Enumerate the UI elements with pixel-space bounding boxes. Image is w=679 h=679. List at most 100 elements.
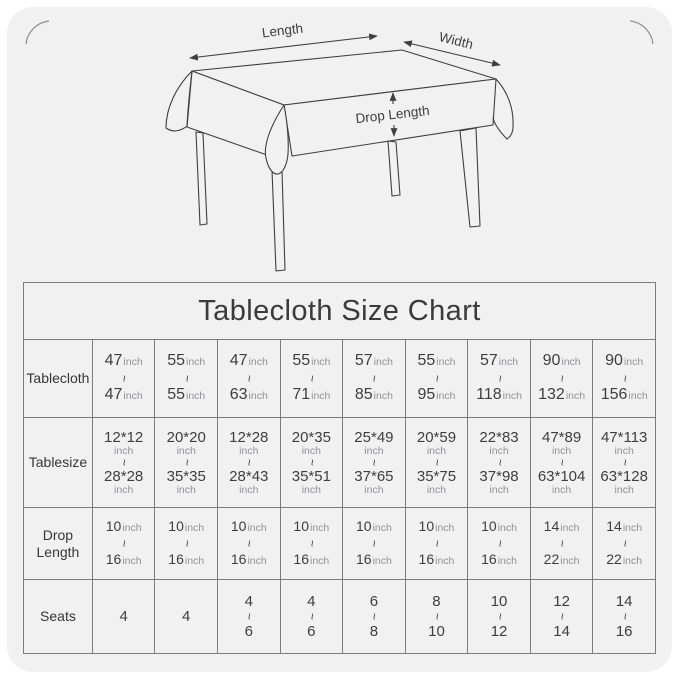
- size-cell: 14inch ~22inch: [592, 507, 656, 580]
- size-value-line: 4: [156, 608, 217, 625]
- range-separator: ~: [429, 374, 444, 383]
- size-cell: 55inch ~71inch: [279, 339, 344, 418]
- unit-label: inch: [622, 555, 643, 567]
- unit-label: inch: [622, 522, 643, 534]
- unit-label: inch: [426, 484, 447, 496]
- size-cell: 90inch ~132inch: [529, 339, 594, 418]
- unit-label: inch: [247, 522, 267, 534]
- size-value: 22: [543, 551, 560, 567]
- size-value-line: 55inch: [156, 351, 217, 372]
- size-value-line: 156inch: [594, 385, 655, 406]
- size-value: 16: [418, 551, 435, 567]
- size-value-line: 10inch: [218, 517, 279, 537]
- size-value-line: 47inch: [93, 351, 154, 372]
- corner-arc-right-icon: [629, 20, 654, 45]
- size-value-line: 55inch: [156, 385, 217, 406]
- size-value-line: 16inch: [93, 550, 154, 570]
- unit-label: inch: [114, 484, 134, 496]
- corner-arc-left-icon: [25, 20, 50, 45]
- size-value-line: 6: [281, 623, 342, 640]
- size-cell: 20*20 inch ~35*35 inch: [154, 417, 218, 508]
- size-cell: 10inch ~16inch: [154, 507, 218, 580]
- unit-label: inch: [185, 390, 206, 402]
- size-value: 6: [244, 623, 253, 640]
- range-separator: ~: [555, 539, 570, 548]
- unit-label: inch: [248, 390, 268, 402]
- unit-label: inch: [248, 356, 268, 368]
- size-value-line: 10: [469, 593, 530, 610]
- range-separator: ~: [304, 374, 319, 383]
- size-value: 90: [542, 352, 561, 369]
- size-value: 25*49: [354, 429, 394, 446]
- size-value: 10: [293, 518, 309, 534]
- size-value-line: 47*89: [531, 430, 592, 446]
- size-value: 16: [355, 551, 372, 567]
- size-value: 16: [293, 551, 309, 567]
- size-cell: 55inch ~95inch: [404, 339, 469, 418]
- size-value: 63: [229, 386, 248, 403]
- size-cell: 10 ~12: [467, 579, 531, 654]
- table-leg: [195, 131, 208, 226]
- range-separator: ~: [617, 374, 632, 383]
- size-value-line: 16inch: [406, 550, 467, 570]
- size-value-line: 35*75: [406, 468, 467, 485]
- range-separator: ~: [429, 612, 444, 621]
- size-value-line: 37*65: [344, 469, 405, 485]
- size-value: 63*104: [537, 468, 586, 485]
- size-value: 6: [307, 623, 316, 640]
- range-separator: ~: [304, 539, 319, 548]
- range-separator: ~: [555, 374, 570, 383]
- unit-label: inch: [502, 390, 522, 402]
- size-cell: 4 ~6: [279, 579, 344, 654]
- size-value-line: 85inch: [344, 385, 405, 406]
- size-value: 47*113: [600, 429, 648, 446]
- unit-label: inch: [123, 390, 143, 402]
- size-value-line: 12*28: [218, 430, 279, 446]
- size-value: 10: [481, 518, 497, 534]
- size-value: 14: [606, 518, 622, 534]
- size-cell: 4: [154, 579, 218, 654]
- width-arrow-icon: [403, 40, 501, 67]
- size-cell: 12*12 inch ~28*28 inch: [91, 417, 156, 508]
- size-value-line: 16: [594, 623, 655, 640]
- size-value: 35*75: [416, 468, 457, 485]
- unit-label: inch: [123, 356, 143, 368]
- size-cell: 90inch ~156inch: [592, 339, 656, 418]
- size-value: 37*98: [479, 468, 519, 485]
- size-value-line: 6: [344, 593, 405, 610]
- size-value: 47: [229, 352, 248, 369]
- unit-label: inch: [436, 356, 456, 368]
- size-value: 4: [307, 593, 316, 610]
- unit-label: inch: [247, 555, 267, 567]
- size-row: Drop Length 10inch ~16inch 10inch ~16inch 10i…: [23, 507, 656, 580]
- size-value-line: 118inch: [469, 385, 530, 406]
- size-value-line: 10inch: [469, 517, 530, 537]
- size-value-line: 90inch: [531, 351, 592, 372]
- size-value-line: 132inch: [531, 385, 592, 406]
- size-value-line: 63*104: [531, 468, 592, 485]
- range-separator: ~: [555, 612, 570, 621]
- unit-label: inch: [301, 445, 321, 457]
- unit-label: inch: [184, 522, 205, 534]
- unit-label: inch: [373, 356, 393, 368]
- unit-label: inch: [614, 484, 634, 496]
- size-cell: 22*83 inch ~37*98 inch: [467, 417, 531, 508]
- size-value-line: 16inch: [469, 550, 530, 570]
- unit-label: inch: [614, 445, 634, 457]
- size-cell: 4 ~6: [217, 579, 281, 654]
- size-value: 10: [418, 518, 435, 534]
- size-value: 55: [167, 352, 185, 369]
- size-cell: 6 ~8: [342, 579, 406, 654]
- size-value: 16: [105, 551, 122, 567]
- size-value: 55: [167, 386, 185, 403]
- size-value: 8: [369, 623, 379, 640]
- row-header: Tablecloth: [23, 339, 93, 418]
- size-value-line: 4: [93, 608, 154, 625]
- size-cell: 47inch ~47inch: [91, 339, 156, 418]
- unit-label: inch: [551, 484, 572, 496]
- size-value-line: 14inch: [594, 517, 655, 537]
- size-value-line: 47*113: [594, 429, 655, 446]
- unit-label: inch: [122, 522, 142, 534]
- range-separator: ~: [367, 612, 382, 621]
